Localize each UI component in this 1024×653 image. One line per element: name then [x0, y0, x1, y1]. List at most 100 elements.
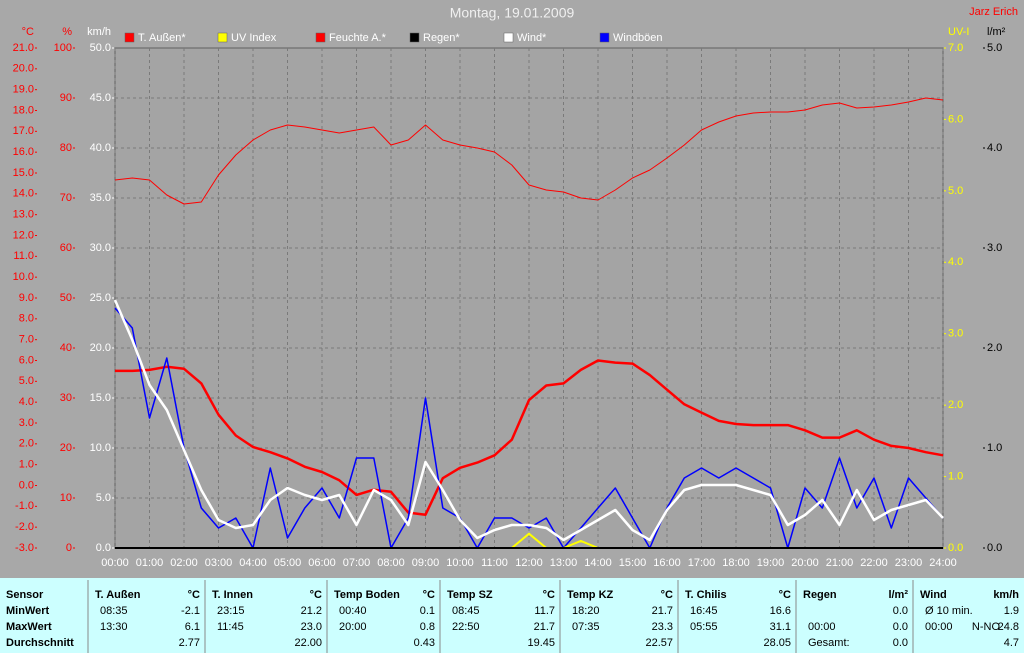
y-tick-label: 8.0: [19, 313, 34, 325]
legend-swatch: [503, 32, 514, 43]
x-tick-label: 12:00: [515, 557, 543, 569]
y-tick-label: 4.0: [948, 256, 963, 268]
y-tick-label: -3.0: [15, 542, 34, 554]
legend-label: Regen*: [423, 32, 460, 44]
column-name: Wind: [920, 589, 947, 601]
y-tick-label: 17.0: [13, 125, 34, 137]
y-tick-label: 20.0: [13, 63, 34, 75]
cell-time: 08:45: [452, 605, 480, 617]
y-tick-label: 4.0: [19, 396, 34, 408]
x-tick-label: 00:00: [101, 557, 129, 569]
column-unit: l/m²: [888, 589, 908, 601]
axis-unit: UV-I: [948, 26, 969, 38]
column-unit: °C: [423, 589, 435, 601]
legend-label: Wind*: [517, 32, 547, 44]
y-tick-label: 6.0: [19, 354, 34, 366]
y-tick-label: 1.0: [987, 442, 1002, 454]
y-tick-label: -2.0: [15, 521, 34, 533]
y-tick-label: 80: [60, 142, 72, 154]
y-tick-label: 25.0: [90, 292, 111, 304]
y-tick-label: 40.0: [90, 142, 111, 154]
cell-time: 20:00: [339, 621, 367, 633]
x-tick-label: 10:00: [446, 557, 474, 569]
cell-value: 6.1: [185, 621, 200, 633]
y-tick-label: 0.0: [96, 542, 111, 554]
axis-unit: km/h: [87, 26, 111, 38]
cell-value: 24.8: [998, 621, 1019, 633]
cell-value: 11.7: [534, 605, 555, 617]
y-tick-label: 10.0: [13, 271, 34, 283]
x-tick-label: 22:00: [860, 557, 888, 569]
x-tick-label: 03:00: [205, 557, 233, 569]
cell-value: 22.00: [294, 637, 322, 649]
y-tick-label: 0.0: [987, 542, 1002, 554]
y-tick-label: 7.0: [19, 334, 34, 346]
y-tick-label: 21.0: [13, 42, 34, 54]
x-tick-label: 21:00: [826, 557, 854, 569]
cell-value: 0.0: [893, 605, 908, 617]
cell-value: -2.1: [181, 605, 200, 617]
y-tick-label: -1.0: [15, 500, 34, 512]
cell-time: 05:55: [690, 621, 718, 633]
y-tick-label: 60: [60, 242, 72, 254]
legend-swatch: [124, 32, 135, 43]
cell-value: 21.7: [652, 605, 673, 617]
cell-value: 16.6: [770, 605, 791, 617]
x-tick-label: 11:00: [481, 557, 508, 569]
cell-time: Ø 10 min.: [925, 605, 973, 617]
y-tick-label: 5.0: [948, 185, 963, 197]
y-tick-label: 40: [60, 342, 72, 354]
axis-unit: %: [62, 26, 72, 38]
cell-value: 1.9: [1004, 605, 1019, 617]
cell-time: 00:00: [925, 621, 953, 633]
legend-swatch: [217, 32, 228, 43]
y-tick-label: 5.0: [19, 375, 34, 387]
y-tick-label: 15.0: [13, 167, 34, 179]
y-tick-label: 35.0: [90, 192, 111, 204]
column-name: T. Innen: [212, 589, 253, 601]
legend-swatch: [409, 32, 420, 43]
y-tick-label: 14.0: [13, 188, 34, 200]
column-name: T. Außen: [95, 589, 141, 601]
cell-value: 2.77: [179, 637, 200, 649]
y-tick-label: 12.0: [13, 229, 34, 241]
x-tick-label: 02:00: [170, 557, 198, 569]
cell-time: 13:30: [100, 621, 128, 633]
x-tick-label: 18:00: [722, 557, 750, 569]
y-tick-label: 2.0: [987, 342, 1002, 354]
cell-value: 0.0: [893, 621, 908, 633]
column-name: Temp Boden: [334, 589, 400, 601]
y-tick-label: 100: [54, 42, 72, 54]
cell-time: 00:00: [808, 621, 836, 633]
y-tick-label: 13.0: [13, 209, 34, 221]
cell-value: 21.2: [301, 605, 322, 617]
y-tick-label: 15.0: [90, 392, 111, 404]
cell-value: 22.57: [645, 637, 673, 649]
y-tick-label: 70: [60, 192, 72, 204]
cell-value: 23.3: [652, 621, 673, 633]
y-tick-label: 3.0: [19, 417, 34, 429]
x-tick-label: 04:00: [239, 557, 267, 569]
column-unit: °C: [310, 589, 322, 601]
series-line: [114, 97, 944, 205]
author: Jarz Erich: [969, 6, 1018, 18]
row-label: Durchschnitt: [6, 637, 74, 649]
y-tick-label: 0.0: [19, 479, 34, 491]
y-tick-label: 30.0: [90, 242, 111, 254]
x-tick-label: 17:00: [688, 557, 716, 569]
y-tick-label: 9.0: [19, 292, 34, 304]
x-tick-label: 16:00: [653, 557, 681, 569]
cell-time: 11:45: [217, 621, 244, 633]
y-tick-label: 16.0: [13, 146, 34, 158]
y-tick-label: 4.0: [987, 142, 1002, 154]
cell-value: 0.1: [420, 605, 435, 617]
y-tick-label: 50.0: [90, 42, 111, 54]
column-name: Regen: [803, 589, 837, 601]
cell-time: 16:45: [690, 605, 718, 617]
cell-value: 4.7: [1004, 637, 1019, 649]
column-unit: °C: [188, 589, 200, 601]
cell-direction: N-NO: [972, 621, 1001, 633]
column-unit: °C: [661, 589, 673, 601]
x-tick-label: 24:00: [929, 557, 957, 569]
y-tick-label: 20.0: [90, 342, 111, 354]
